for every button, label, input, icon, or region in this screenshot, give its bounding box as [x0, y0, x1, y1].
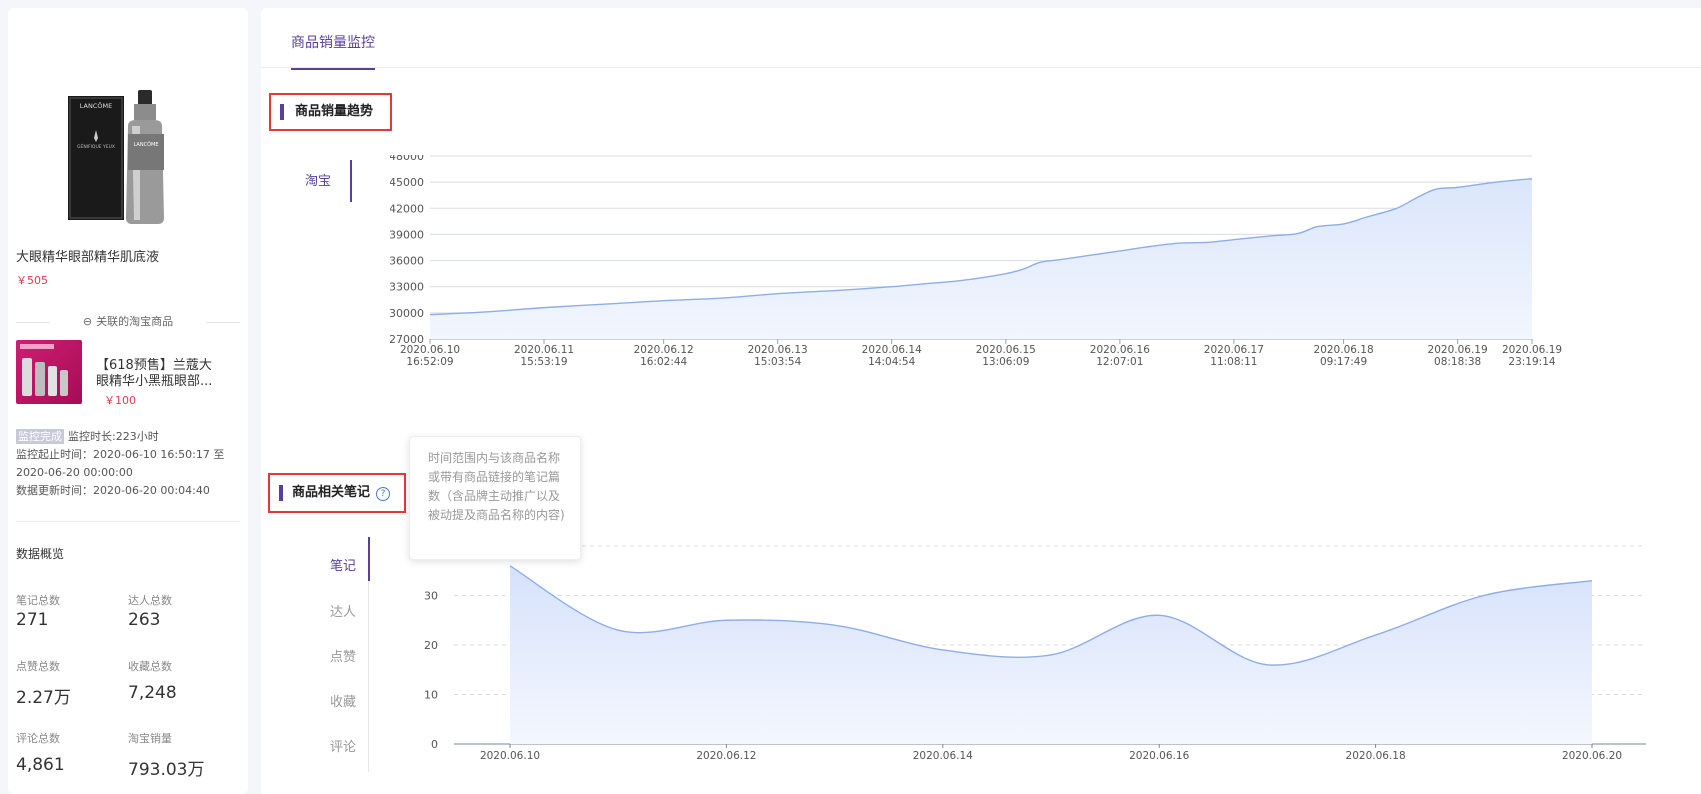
note-tabs-rail	[368, 537, 369, 772]
x-tick-label: 2020.06.16	[1129, 750, 1189, 762]
x-tick-date: 2020.06.13	[748, 344, 808, 356]
sales-trend-heading: 商品销量趋势	[269, 93, 392, 131]
x-tick-label: 2020.06.18	[1346, 750, 1406, 762]
linked-product-name[interactable]: 【618预售】兰蔻大眼精华小黑瓶眼部...	[96, 358, 213, 389]
stat-value-taobao-sales: 793.03万	[128, 760, 205, 780]
product-image-line: GÉNIFIQUE YEUX	[77, 142, 115, 150]
tab-notes[interactable]: 笔记	[329, 559, 356, 574]
x-tick-date: 2020.06.11	[514, 344, 574, 356]
stat-label-favorites: 收藏总数	[128, 660, 172, 673]
sales-line	[429, 177, 1533, 316]
y-tick-label: 30000	[390, 307, 424, 320]
heading-accent-bar	[279, 485, 283, 501]
x-tick-date: 2020.06.18	[1314, 344, 1374, 356]
x-tick-date: 2020.06.12	[634, 344, 694, 356]
stat-label-likes: 点赞总数	[16, 660, 60, 673]
x-tick-date: 2020.06.10	[400, 344, 460, 356]
stat-label-taobao-sales: 淘宝销量	[128, 732, 172, 745]
tab-sales-monitor[interactable]: 商品销量监控	[291, 32, 375, 70]
x-tick-time: 16:02:44	[640, 356, 687, 368]
notes-title: 商品相关笔记	[292, 485, 371, 500]
y-tick-label: 36000	[390, 255, 424, 268]
linked-products-title: 关联的淘宝商品	[96, 315, 174, 328]
divider	[16, 521, 240, 522]
x-tick-time: 14:04:54	[868, 356, 915, 368]
x-tick-time: 23:19:14	[1508, 356, 1555, 368]
monitor-duration: 监控时长:223小时	[68, 430, 159, 443]
y-tick-label: 30	[424, 590, 438, 603]
platform-tab-taobao[interactable]: 淘宝	[305, 174, 332, 189]
stat-value-likes: 2.27万	[16, 688, 71, 708]
x-tick-date: 2020.06.15	[976, 344, 1036, 356]
product-image: LANCÔME GÉNIFIQUE YEUX LANCÔME	[68, 90, 164, 224]
sales-trend-chart: 27000 30000 33000 36000 39000 42000 45000 48000…	[390, 155, 1562, 368]
x-tick-date: 2020.06.17	[1204, 344, 1264, 356]
y-tick-label: 48000	[390, 155, 424, 163]
x-tick-time: 13:06:09	[982, 356, 1029, 368]
y-tick-label: 45000	[390, 176, 424, 189]
x-tick-time: 16:52:09	[406, 356, 453, 368]
x-tick-date: 2020.06.19	[1428, 344, 1488, 356]
tab-underline	[261, 67, 1701, 68]
notes-heading: 商品相关笔记?	[268, 473, 406, 513]
linked-products-heading: ⊖ 关联的淘宝商品	[16, 314, 240, 330]
x-tick-time: 15:53:19	[520, 356, 567, 368]
link-icon: ⊖	[82, 315, 93, 328]
stat-label-notes: 笔记总数	[16, 594, 60, 607]
x-tick-time: 11:08:11	[1210, 356, 1257, 368]
platform-tab-active-indicator	[350, 160, 352, 202]
y-tick-label: 27000	[390, 333, 424, 346]
stat-value-influencers: 263	[128, 610, 161, 630]
x-tick-label: 2020.06.10	[480, 750, 540, 762]
tab-influencers[interactable]: 达人	[329, 605, 356, 620]
help-icon[interactable]: ?	[376, 487, 391, 501]
y-tick-label: 33000	[390, 281, 424, 294]
product-image-bottle-brand: LANCÔME	[134, 141, 159, 148]
x-tick-date: 2020.06.14	[862, 344, 922, 356]
sales-area	[430, 178, 1532, 339]
y-tick-label: 39000	[390, 228, 424, 241]
product-image-brand: LANCÔME	[80, 101, 112, 110]
notes-line	[509, 565, 1593, 666]
stat-label-influencers: 达人总数	[128, 594, 172, 607]
monitor-status: 监控完成 监控时长:223小时 监控起止时间：2020-06-10 16:50:1…	[16, 428, 242, 500]
tab-likes[interactable]: 点赞	[329, 650, 356, 665]
product-price: ￥505	[16, 274, 48, 287]
x-tick-label: 2020.06.20	[1562, 750, 1622, 762]
data-update-time: 数据更新时间：2020-06-20 00:04:40	[16, 484, 210, 497]
heading-accent-bar	[280, 104, 284, 120]
note-tab-active-indicator	[368, 537, 370, 581]
y-tick-label: 10	[424, 689, 438, 702]
x-tick-time: 09:17:49	[1320, 356, 1367, 368]
linked-product-card[interactable]: 【618预售】兰蔻大眼精华小黑瓶眼部... ￥100	[16, 340, 240, 407]
stat-value-favorites: 7,248	[128, 683, 177, 703]
status-badge: 监控完成	[16, 429, 64, 444]
sales-trend-title: 商品销量趋势	[295, 104, 374, 119]
stat-label-comments: 评论总数	[16, 732, 60, 745]
x-tick-date: 2020.06.19	[1502, 344, 1562, 356]
y-tick-label: 20	[424, 639, 438, 652]
stat-value-comments: 4,861	[16, 755, 65, 775]
x-tick-time: 15:03:54	[754, 356, 801, 368]
product-sidebar: LANCÔME GÉNIFIQUE YEUX LANCÔME 大眼精华眼部精华肌…	[8, 8, 248, 794]
x-tick-time: 08:18:38	[1434, 356, 1481, 368]
notes-chart: 0 10 20 30 2020.06.10 2020.06.12 2020.06.14 202…	[424, 545, 1646, 762]
overview-title: 数据概览	[16, 547, 65, 561]
x-tick-label: 2020.06.12	[696, 750, 756, 762]
stat-value-notes: 271	[16, 610, 49, 630]
y-tick-label: 42000	[390, 202, 424, 215]
notes-tooltip: 时间范围内与该商品名称或带有商品链接的笔记篇数（含品牌主动推广以及被动提及商品名…	[409, 436, 581, 560]
product-name[interactable]: 大眼精华眼部精华肌底液	[16, 250, 160, 265]
linked-product-thumbnail[interactable]	[16, 340, 82, 404]
x-tick-label: 2020.06.14	[913, 750, 973, 762]
tab-comments[interactable]: 评论	[329, 740, 356, 755]
tab-favorites[interactable]: 收藏	[329, 695, 356, 710]
x-tick-date: 2020.06.16	[1090, 344, 1150, 356]
notes-area	[510, 565, 1592, 744]
x-tick-time: 12:07:01	[1096, 356, 1143, 368]
linked-product-price: ￥100	[104, 394, 136, 407]
y-tick-label: 0	[431, 738, 438, 751]
monitor-time-range: 监控起止时间：2020-06-10 16:50:17 至 2020-06-20 …	[16, 448, 225, 479]
